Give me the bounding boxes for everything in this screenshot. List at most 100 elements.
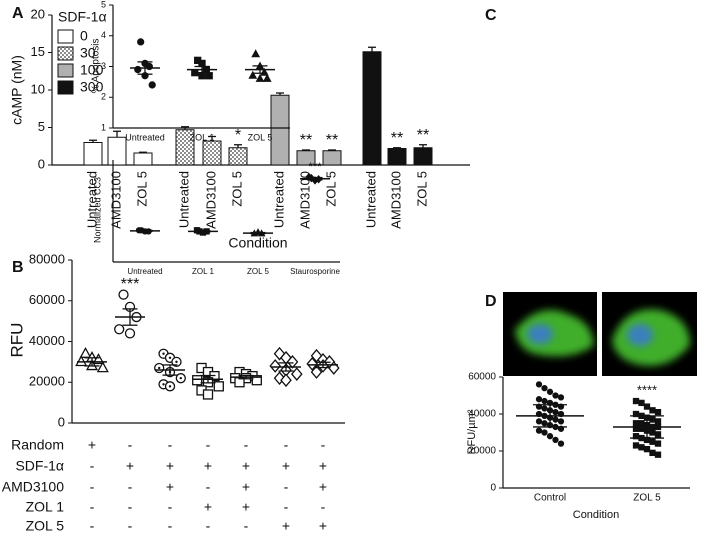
legend-swatch <box>57 29 74 44</box>
significance: ** <box>326 132 338 149</box>
point <box>290 367 303 381</box>
micrograph-control <box>503 292 597 376</box>
x-tick-label: ZOL 5 <box>229 171 244 207</box>
panel-letter: A <box>12 5 24 22</box>
x-tick-label: AMD3100 <box>388 171 403 229</box>
sign: - <box>90 458 95 474</box>
point <box>638 444 645 451</box>
point <box>552 408 559 416</box>
y-tick-label: 40000 <box>29 333 65 348</box>
sign: - <box>206 437 211 453</box>
significance: *** <box>309 161 323 173</box>
point <box>541 397 548 405</box>
point <box>546 433 554 440</box>
point-center <box>175 360 178 364</box>
y-tick-label: 1 <box>101 122 106 132</box>
y-axis-label: RFU <box>7 323 26 358</box>
point <box>557 418 565 425</box>
x-axis-label: Condition <box>573 509 619 521</box>
point <box>552 416 559 423</box>
sign: - <box>168 518 173 534</box>
point <box>192 375 203 386</box>
x-tick-label: Untreated <box>127 267 162 276</box>
bar <box>362 51 382 166</box>
bar <box>107 136 127 166</box>
legend-label: 100 <box>80 62 104 78</box>
point <box>541 420 548 427</box>
sign: - <box>168 499 173 515</box>
point <box>280 373 292 388</box>
bar <box>202 140 222 166</box>
y-tick-label: 10 <box>31 81 45 96</box>
point <box>546 388 554 395</box>
sign: - <box>90 479 95 495</box>
y-axis-label: % Apoptosis <box>91 38 102 93</box>
significance: ** <box>417 127 429 144</box>
sign: - <box>168 437 173 453</box>
x-tick-label: Control <box>534 493 566 504</box>
sign: - <box>90 499 95 515</box>
point <box>552 392 559 399</box>
sign: + <box>319 479 327 495</box>
y-axis-label: cAMP (nM) <box>9 55 25 125</box>
point <box>557 394 565 401</box>
point <box>198 59 206 68</box>
point <box>654 431 662 438</box>
bar <box>133 152 153 166</box>
sign: + <box>166 458 174 474</box>
sign: + <box>282 458 290 474</box>
row-label: ZOL 5 <box>26 518 65 534</box>
point <box>649 438 656 445</box>
legend-swatch <box>57 63 74 78</box>
sign: + <box>242 458 250 474</box>
x-tick-label: Untreated <box>84 171 99 228</box>
point <box>632 397 640 405</box>
point <box>541 384 548 392</box>
point <box>649 429 656 436</box>
point <box>148 81 156 89</box>
point <box>255 73 265 82</box>
point <box>654 451 662 458</box>
sign: + <box>319 518 327 534</box>
point <box>541 429 548 436</box>
sign: - <box>284 499 289 515</box>
panel-letter: B <box>12 259 24 276</box>
sign: - <box>284 479 289 495</box>
y-tick-label: 60000 <box>29 292 65 307</box>
significance: *** <box>121 276 140 293</box>
legend-label: 30 <box>80 45 96 61</box>
point <box>251 375 262 386</box>
point <box>535 381 543 388</box>
y-tick-label: 40000 <box>468 409 496 420</box>
bar <box>387 148 407 166</box>
point <box>638 420 645 427</box>
y-tick-label: 20000 <box>468 446 496 457</box>
y-tick-label: 15 <box>31 44 45 59</box>
significance: **** <box>637 382 657 397</box>
point-center <box>162 352 165 355</box>
point <box>96 361 109 373</box>
sign: - <box>206 479 211 495</box>
bar <box>175 129 195 166</box>
point <box>632 442 640 449</box>
y-tick-label: 80000 <box>29 251 65 266</box>
sign: - <box>128 479 133 495</box>
x-tick-label: AMD3100 <box>203 171 218 229</box>
x-tick-label: Untreated <box>176 171 191 228</box>
point <box>654 440 662 447</box>
row-label: ZOL 1 <box>26 499 65 515</box>
bar <box>296 150 316 166</box>
x-tick-label: Staurosporine <box>290 267 340 276</box>
bar <box>322 150 342 166</box>
x-tick-label: Untreated <box>125 132 165 142</box>
point <box>118 289 129 300</box>
row-label: SDF-1α <box>15 458 64 474</box>
row-label: Random <box>11 437 64 453</box>
sign: - <box>284 437 289 453</box>
point <box>79 346 92 358</box>
point <box>114 324 125 335</box>
x-tick-label: AMD3100 <box>108 171 123 229</box>
bar <box>83 142 103 166</box>
point <box>557 440 565 447</box>
